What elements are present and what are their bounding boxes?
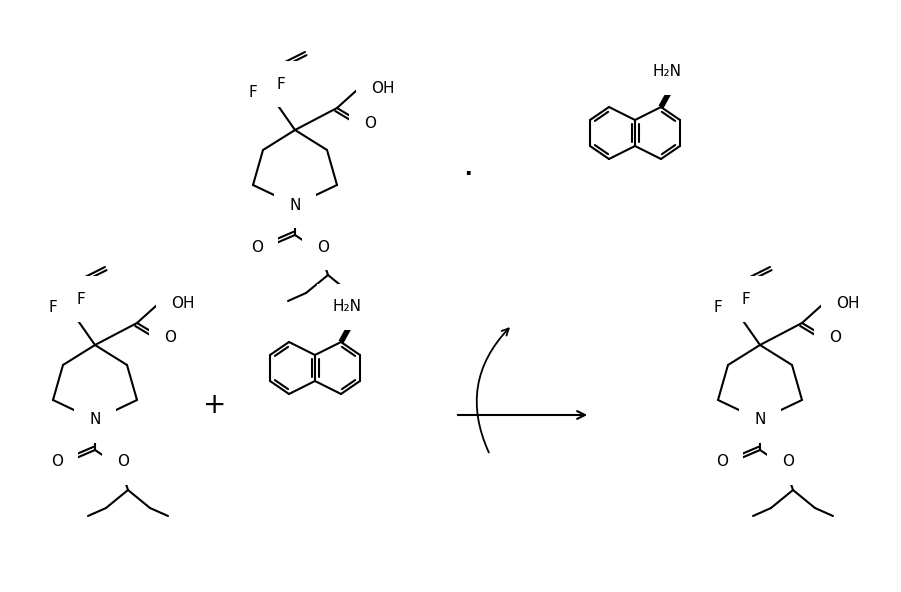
Text: N: N xyxy=(89,413,101,427)
Text: O: O xyxy=(782,455,794,469)
Text: +: + xyxy=(204,391,227,419)
Text: F: F xyxy=(742,291,751,307)
Text: O: O xyxy=(51,455,63,469)
Text: N: N xyxy=(289,198,301,213)
Text: H₂N: H₂N xyxy=(652,65,681,79)
Text: O: O xyxy=(251,240,263,255)
Text: ·: · xyxy=(462,158,474,192)
Text: F: F xyxy=(714,300,723,314)
Text: F: F xyxy=(249,85,258,99)
Text: O: O xyxy=(117,455,129,469)
Text: F: F xyxy=(49,300,58,314)
Text: O: O xyxy=(317,240,329,255)
FancyArrowPatch shape xyxy=(477,329,509,452)
Text: F: F xyxy=(277,76,286,92)
Text: O: O xyxy=(364,115,376,130)
Text: OH: OH xyxy=(836,295,860,310)
Text: O: O xyxy=(164,330,176,346)
Text: OH: OH xyxy=(171,295,195,310)
Text: H₂N: H₂N xyxy=(332,300,361,314)
Text: O: O xyxy=(829,330,841,346)
Text: F: F xyxy=(77,291,86,307)
Text: N: N xyxy=(754,413,766,427)
Text: OH: OH xyxy=(371,81,395,95)
Text: O: O xyxy=(716,455,728,469)
